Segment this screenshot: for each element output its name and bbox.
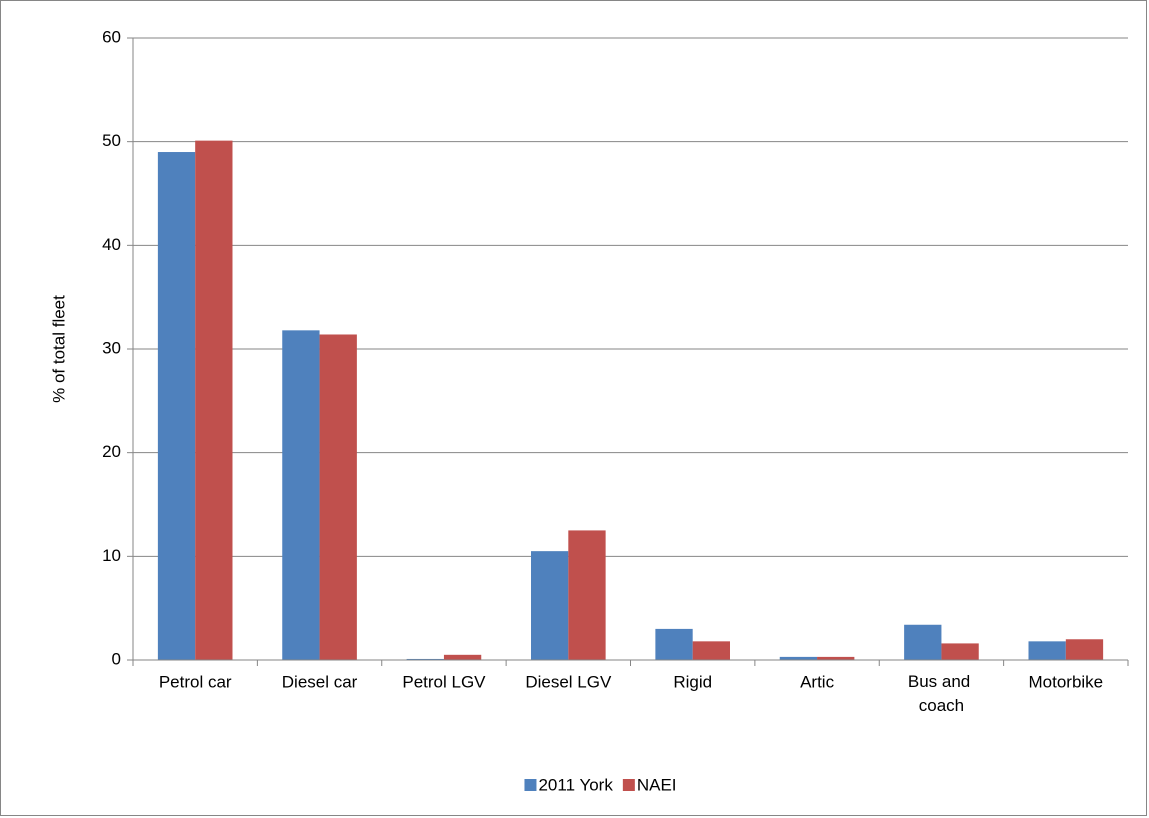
legend-label: 2011 York (538, 775, 613, 794)
x-tick-label: Bus and coach (908, 672, 975, 715)
bar (531, 551, 569, 660)
legend: 2011 York NAEI (524, 775, 677, 794)
x-tick-label: Motorbike (1028, 672, 1103, 691)
x-tick-label: Diesel LGV (525, 672, 612, 691)
bar (1028, 641, 1066, 660)
y-tick-label: 40 (102, 235, 121, 254)
bar (568, 530, 606, 660)
y-axis-label: % of total fleet (49, 295, 68, 403)
bar (941, 643, 979, 660)
x-tick-label: Rigid (673, 672, 712, 691)
y-tick-label: 0 (112, 649, 121, 668)
y-tick-label: 50 (102, 131, 121, 150)
y-tick-label: 10 (102, 546, 121, 565)
legend-label: NAEI (637, 775, 677, 794)
bar (406, 658, 444, 660)
bar (779, 656, 818, 660)
bar (282, 330, 320, 660)
x-tick-label: Petrol LGV (402, 672, 486, 691)
bar (157, 152, 196, 661)
y-tick-label: 20 (102, 442, 121, 461)
x-tick-label: Petrol car (159, 672, 232, 691)
x-tick-label: Artic (800, 672, 835, 691)
bar (1065, 639, 1104, 660)
y-tick-label: 60 (102, 27, 121, 46)
bar (195, 140, 233, 660)
legend-swatch (524, 779, 537, 791)
y-tick-label: 30 (102, 338, 121, 357)
bar (655, 628, 693, 660)
bar (443, 654, 482, 660)
bar (692, 641, 730, 660)
bar (904, 624, 942, 660)
legend-swatch (622, 779, 635, 791)
bar (319, 334, 357, 660)
x-tick-label: Diesel car (282, 672, 358, 691)
bar (817, 656, 855, 660)
